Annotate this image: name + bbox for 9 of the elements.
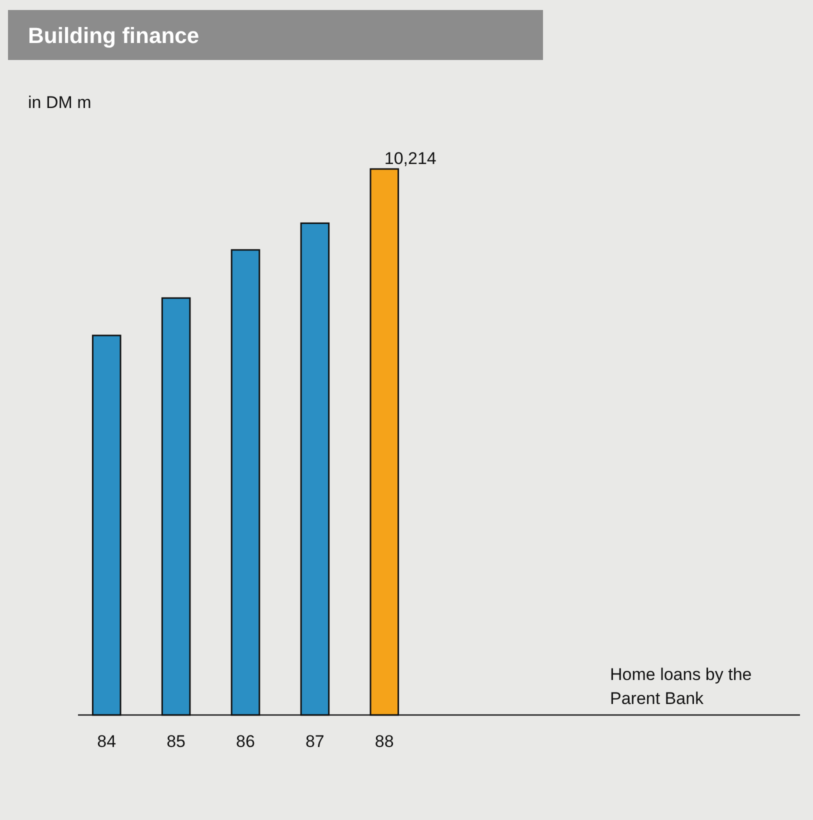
x-tick-label: 86 [236,732,255,751]
x-tick-label: 84 [97,732,116,751]
x-tick-label: 88 [374,732,394,751]
chart-title: Building finance [28,23,200,48]
x-tick-label: 85 [166,732,186,751]
text: Home loans by the Parent Bank [610,665,752,708]
y-axis-title: in DM m [28,93,92,112]
x-tick-label: 87 [305,732,324,751]
data-label: 10,214 [384,149,436,168]
